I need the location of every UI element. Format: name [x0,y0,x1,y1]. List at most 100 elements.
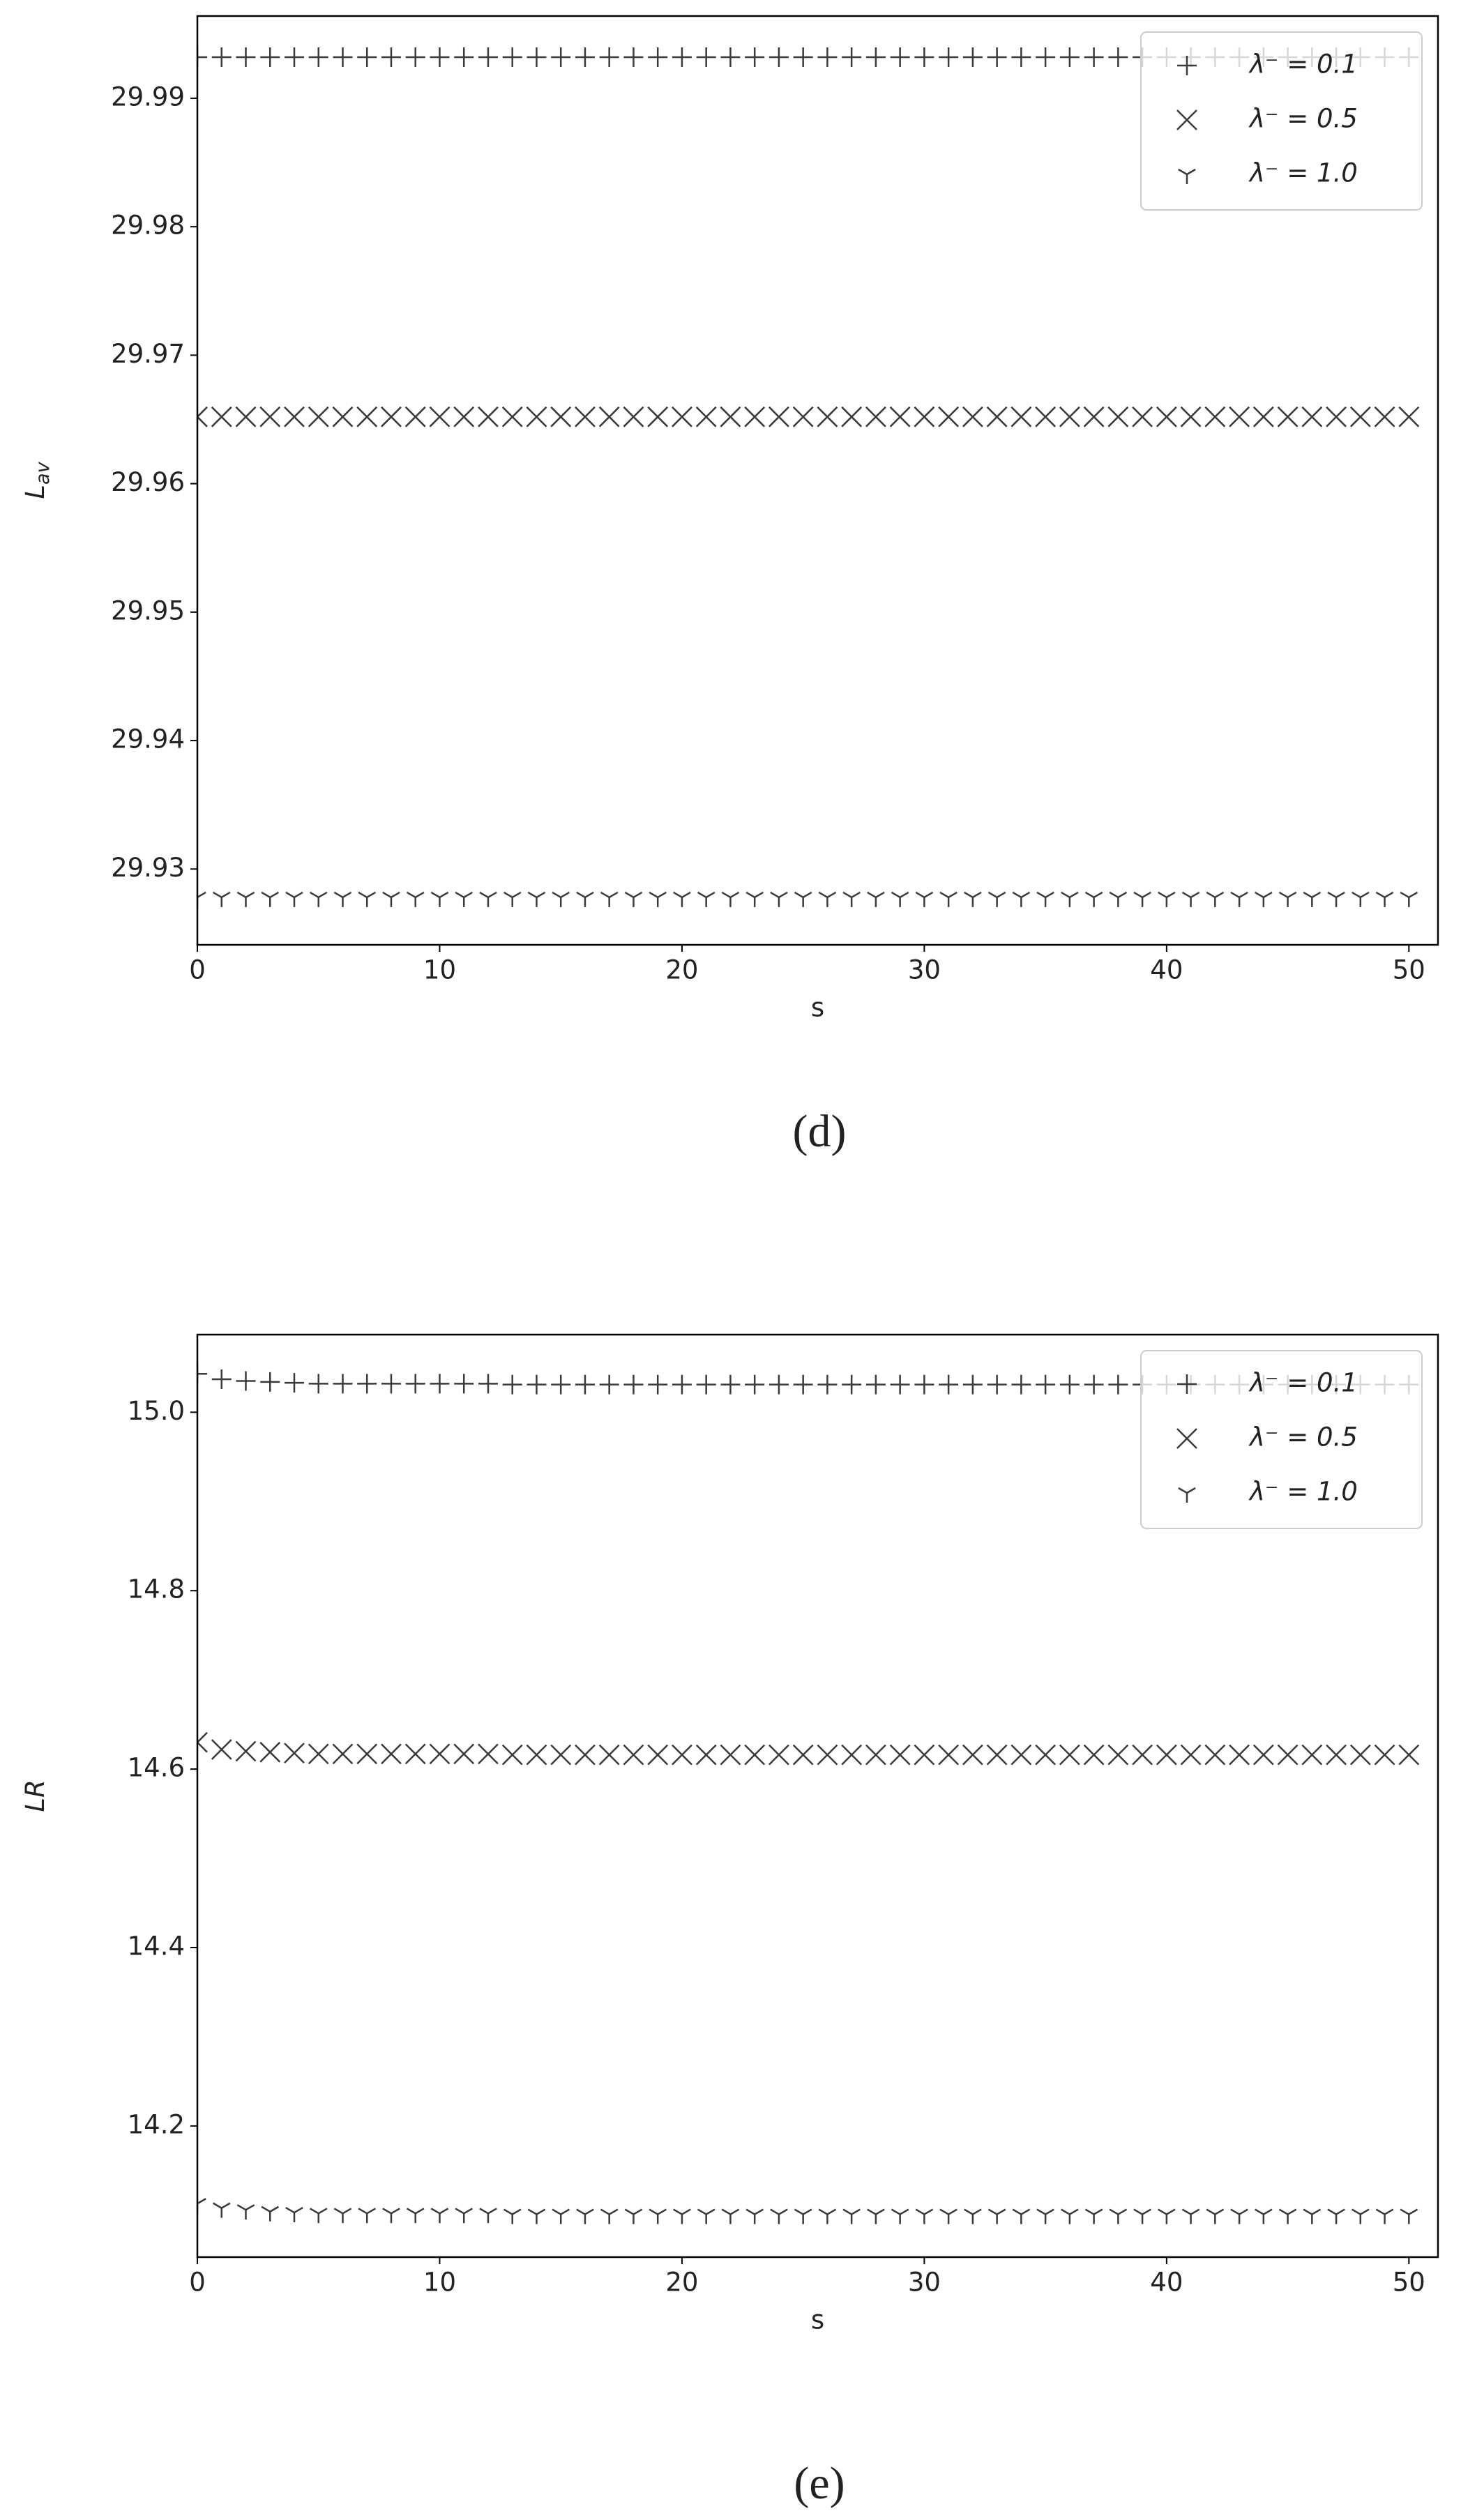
point [261,891,280,907]
point [1204,406,1226,427]
point [696,47,716,67]
point [1352,891,1370,907]
point [332,1743,354,1765]
point [1084,2208,1103,2224]
x-tick-label: 20 [665,2268,698,2298]
point [1158,891,1176,907]
point [308,47,328,67]
point [285,891,303,907]
point [648,47,668,67]
point [197,406,208,427]
point [1036,47,1056,67]
point [1180,406,1202,427]
caption: (e) [794,2458,845,2509]
point [1061,2208,1079,2224]
point [1133,2208,1151,2224]
point [1036,2208,1054,2224]
plot-frame [196,1333,1439,2259]
point [382,891,400,907]
point [987,1374,1007,1395]
point [695,1744,717,1766]
point [865,1374,886,1395]
point [1107,406,1129,427]
point [964,2208,982,2224]
x-tick-label: 0 [189,2268,206,2298]
point [1181,2208,1200,2224]
point [1255,2208,1273,2224]
point [430,47,450,67]
point [939,891,957,907]
point [962,406,983,427]
point [1083,406,1105,427]
point [381,406,402,427]
point [527,891,546,907]
point [1400,891,1418,907]
point [358,891,377,907]
legend-marker [1177,1374,1197,1394]
point [575,47,595,67]
point [1158,2208,1176,2224]
point [552,891,570,907]
x-axis-label: s [811,2305,824,2335]
legend-box [1140,1350,1423,1529]
point [552,2208,570,2224]
point [1204,1744,1226,1766]
caption: (d) [793,1106,847,1157]
point [1012,2208,1031,2224]
point [769,406,789,427]
point [260,47,280,67]
y-axis-label-sub: av [32,461,54,485]
point [1398,1744,1420,1766]
point [987,47,1007,67]
point [211,1739,232,1760]
point [720,406,741,427]
point [1132,406,1153,427]
point [1277,1744,1299,1766]
point [261,2206,280,2222]
point [1107,1744,1129,1766]
point [744,406,766,427]
point [1083,1744,1105,1766]
point [1252,1744,1274,1766]
point [769,47,789,67]
point [793,1374,813,1395]
y-tick-label: 14.6 [128,1753,185,1783]
point [308,1374,328,1394]
point [720,1744,741,1766]
point [672,1374,692,1395]
legend-box [1140,31,1423,211]
point [236,47,256,67]
point [1010,1744,1032,1766]
point [647,406,669,427]
point [1352,2208,1370,2224]
point [381,1374,401,1394]
point [673,891,691,907]
point [454,1374,474,1394]
y-axis-label: LR [20,1779,50,1812]
point [865,1744,886,1766]
point [599,47,619,67]
y-axis-label-main: L [20,485,50,499]
x-tick-label: 40 [1150,2268,1183,2298]
point [1035,406,1056,427]
point [1303,2208,1322,2224]
point [915,2208,934,2224]
plot-frame [196,15,1439,946]
point [284,1373,304,1393]
point [1301,406,1323,427]
point [235,1740,257,1762]
point [745,2208,764,2224]
point [333,47,353,67]
point [1229,1744,1250,1766]
point [792,406,814,427]
point [745,891,764,907]
point [1278,2208,1297,2224]
point [197,1731,208,1753]
point [865,47,886,67]
point [1206,891,1225,907]
point [503,2208,522,2224]
point [502,47,522,67]
point [769,1374,789,1395]
y-tick-label: 29.93 [111,853,185,883]
point [673,2208,691,2224]
